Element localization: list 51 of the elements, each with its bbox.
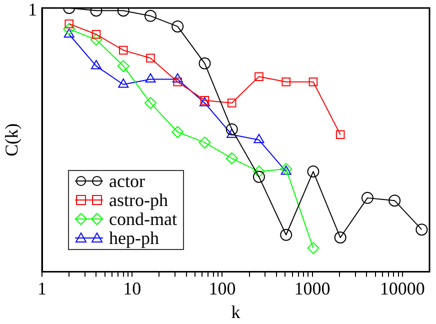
point [226, 128, 238, 138]
point [280, 228, 292, 241]
point [252, 166, 265, 178]
point [145, 73, 156, 82]
point [90, 60, 102, 70]
text: 1 [28, 0, 37, 20]
point [388, 194, 401, 207]
point [334, 232, 346, 244]
x-tick-label: 1 [38, 278, 46, 298]
point [226, 152, 238, 164]
point [307, 166, 320, 178]
x-tick-label: 100 [208, 278, 236, 298]
point [336, 130, 345, 140]
point [172, 73, 183, 82]
point [117, 60, 130, 72]
point [118, 46, 128, 55]
point [173, 77, 182, 86]
point [280, 166, 292, 175]
point [198, 136, 211, 149]
point [172, 20, 184, 32]
point [90, 34, 102, 46]
point [144, 96, 156, 109]
y-axis-title: C(k) [2, 123, 22, 156]
point [146, 54, 155, 63]
point [64, 28, 74, 38]
point [416, 224, 428, 236]
point [144, 10, 156, 22]
legend-label: hep-ph [109, 228, 159, 248]
legend-label: astro-ph [109, 190, 168, 210]
point [63, 23, 76, 36]
x-tick-label: 10 [123, 278, 142, 298]
legend-label: actor [109, 170, 145, 191]
point [64, 19, 74, 28]
x-axis-title: k [231, 302, 240, 322]
point [361, 192, 374, 204]
point [280, 162, 292, 175]
point [254, 134, 264, 144]
point [92, 30, 101, 39]
point [198, 57, 211, 70]
point [308, 77, 318, 86]
x-tick-label: 10000 [380, 278, 425, 298]
x-tick-label: 1000 [294, 278, 330, 298]
point [307, 242, 320, 254]
point [252, 170, 265, 183]
point [282, 77, 290, 86]
point [118, 78, 129, 88]
point [227, 98, 236, 108]
legend-label: cond-mat [109, 208, 177, 229]
point [172, 126, 184, 138]
point [254, 72, 264, 81]
point [226, 123, 238, 136]
